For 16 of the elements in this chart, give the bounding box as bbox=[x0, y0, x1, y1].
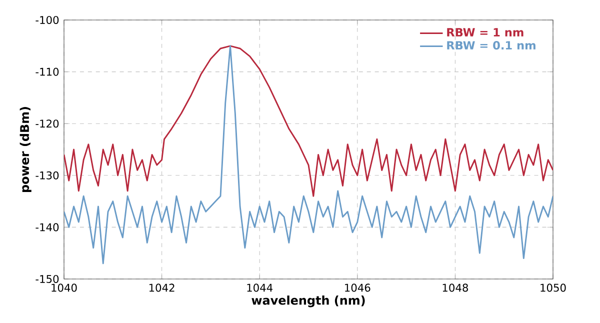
y-axis-title: power (dBm) bbox=[20, 107, 32, 192]
x-tick-label: 1040 bbox=[52, 284, 77, 292]
y-tick-label: -150 bbox=[36, 274, 59, 284]
y-tick-label: -100 bbox=[36, 16, 59, 24]
y-tick-label: -110 bbox=[36, 68, 59, 76]
legend-label: RBW = 0.1 nm bbox=[447, 41, 536, 50]
x-tick-label: 1046 bbox=[345, 284, 370, 292]
y-tick-label: -120 bbox=[36, 120, 59, 128]
legend-label: RBW = 1 nm bbox=[447, 28, 524, 36]
x-tick-label: 1042 bbox=[149, 284, 174, 292]
x-axis-title: wavelength (nm) bbox=[252, 296, 365, 308]
x-tick-label: 1048 bbox=[442, 284, 468, 292]
y-tick-label: -130 bbox=[36, 171, 59, 180]
y-tick-label: -140 bbox=[36, 223, 59, 232]
x-tick-label: 1050 bbox=[540, 284, 566, 292]
x-tick-label: 1044 bbox=[247, 284, 273, 292]
